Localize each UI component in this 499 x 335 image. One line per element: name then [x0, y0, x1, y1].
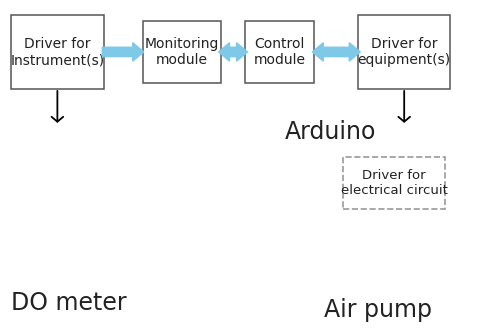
FancyBboxPatch shape — [343, 157, 445, 208]
Text: Arduino: Arduino — [284, 120, 376, 144]
Text: Control
module: Control module — [253, 37, 305, 67]
FancyBboxPatch shape — [358, 15, 450, 89]
Polygon shape — [102, 43, 144, 61]
FancyBboxPatch shape — [245, 21, 314, 83]
Polygon shape — [219, 43, 248, 61]
Text: Air pump: Air pump — [324, 297, 432, 322]
Text: DO meter: DO meter — [11, 291, 127, 315]
Text: Driver for
electrical circuit: Driver for electrical circuit — [341, 169, 448, 197]
Text: Driver for
equipment(s): Driver for equipment(s) — [358, 37, 451, 67]
Text: Driver for
Instrument(s): Driver for Instrument(s) — [10, 37, 104, 67]
FancyBboxPatch shape — [143, 21, 221, 83]
FancyBboxPatch shape — [11, 15, 104, 89]
Polygon shape — [312, 43, 360, 61]
Text: Monitoring
module: Monitoring module — [145, 37, 220, 67]
